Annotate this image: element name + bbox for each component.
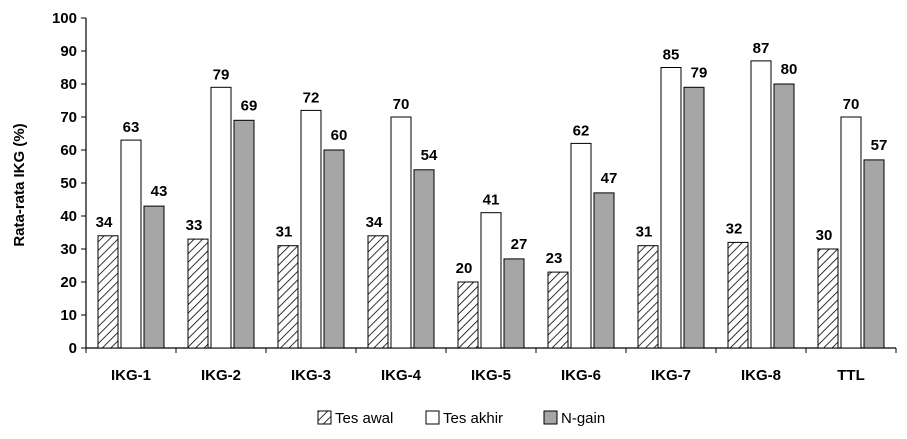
bar bbox=[277, 245, 299, 349]
bar bbox=[660, 67, 682, 349]
data-label: 47 bbox=[601, 170, 618, 187]
bar bbox=[390, 116, 412, 349]
x-category-label: IKG-6 bbox=[561, 367, 601, 384]
data-labels: 34 63 43 33 79 69 31 72 60 34 70 54 20 41 27 23 62 47 31 85… bbox=[96, 40, 888, 277]
x-category-label: IKG-7 bbox=[651, 367, 691, 384]
data-label: 69 bbox=[241, 97, 258, 114]
data-label: 62 bbox=[573, 122, 590, 139]
data-label: 41 bbox=[483, 192, 500, 209]
data-label: 54 bbox=[421, 147, 438, 164]
bar bbox=[570, 142, 592, 349]
legend-label: N-gain bbox=[561, 410, 605, 427]
y-tick-label: 100 bbox=[52, 10, 77, 27]
data-label: 85 bbox=[663, 47, 680, 64]
bar bbox=[300, 109, 322, 349]
legend-label: Tes awal bbox=[335, 410, 393, 427]
bar bbox=[120, 139, 142, 349]
bar bbox=[593, 192, 615, 349]
bar bbox=[210, 86, 232, 349]
data-label: 31 bbox=[276, 224, 293, 241]
bar bbox=[840, 116, 862, 349]
data-label: 72 bbox=[303, 89, 320, 106]
bar bbox=[683, 86, 705, 349]
legend-swatch bbox=[317, 410, 332, 425]
y-axis-label: Rata-rata IKG (%) bbox=[11, 123, 28, 246]
bar bbox=[637, 245, 659, 349]
y-ticks: 0 10 20 30 40 50 60 70 80 90 100 bbox=[52, 10, 86, 357]
bar bbox=[367, 235, 389, 349]
legend: Tes awal Tes akhir N-gain bbox=[317, 410, 605, 427]
data-label: 34 bbox=[366, 214, 383, 231]
bar bbox=[323, 149, 345, 349]
legend-swatch bbox=[543, 410, 558, 425]
data-label: 79 bbox=[213, 66, 230, 83]
bar bbox=[503, 258, 525, 349]
y-tick-label: 60 bbox=[60, 142, 77, 159]
x-category-label: IKG-8 bbox=[741, 367, 781, 384]
data-label: 57 bbox=[871, 137, 888, 154]
bars bbox=[97, 60, 885, 349]
y-tick-label: 30 bbox=[60, 241, 77, 258]
y-tick-label: 90 bbox=[60, 43, 77, 60]
bar bbox=[143, 205, 165, 349]
y-tick-label: 0 bbox=[69, 340, 77, 357]
data-label: 33 bbox=[186, 217, 203, 234]
bar bbox=[480, 212, 502, 349]
bar bbox=[773, 83, 795, 349]
legend-label: Tes akhir bbox=[443, 410, 503, 427]
y-tick-label: 80 bbox=[60, 76, 77, 93]
y-tick-label: 50 bbox=[60, 175, 77, 192]
x-category-label: IKG-3 bbox=[291, 367, 331, 384]
y-tick-label: 10 bbox=[60, 307, 77, 324]
y-tick-label: 40 bbox=[60, 208, 77, 225]
bar bbox=[727, 241, 749, 349]
data-label: 43 bbox=[151, 183, 168, 200]
y-tick-label: 70 bbox=[60, 109, 77, 126]
x-category-label: IKG-5 bbox=[471, 367, 511, 384]
bar bbox=[187, 238, 209, 349]
y-tick-label: 20 bbox=[60, 274, 77, 291]
x-ticks: IKG-1 IKG-2 IKG-3 IKG-4 IKG-5 IKG-6 IKG-7 IKG-8… bbox=[85, 348, 897, 384]
data-label: 70 bbox=[393, 96, 410, 113]
data-label: 27 bbox=[511, 236, 528, 253]
bar bbox=[413, 169, 435, 349]
x-category-label: IKG-2 bbox=[201, 367, 241, 384]
x-category-label: IKG-4 bbox=[381, 367, 422, 384]
bar bbox=[750, 60, 772, 349]
x-category-label: TTL bbox=[837, 367, 865, 384]
x-category-label: IKG-1 bbox=[111, 367, 151, 384]
data-label: 23 bbox=[546, 250, 563, 267]
legend-swatch bbox=[425, 410, 440, 425]
bar bbox=[863, 159, 885, 349]
data-label: 30 bbox=[816, 227, 833, 244]
bar bbox=[233, 119, 255, 349]
data-label: 63 bbox=[123, 119, 140, 136]
data-label: 79 bbox=[691, 64, 708, 81]
data-label: 87 bbox=[753, 40, 770, 57]
bar bbox=[817, 248, 839, 349]
data-label: 80 bbox=[781, 61, 798, 78]
data-label: 70 bbox=[843, 96, 860, 113]
bar bbox=[547, 271, 569, 349]
data-label: 60 bbox=[331, 127, 348, 144]
data-label: 20 bbox=[456, 260, 473, 277]
bar bbox=[97, 235, 119, 349]
data-label: 31 bbox=[636, 224, 653, 241]
data-label: 32 bbox=[726, 220, 743, 237]
bar bbox=[457, 281, 479, 349]
data-label: 34 bbox=[96, 214, 113, 231]
